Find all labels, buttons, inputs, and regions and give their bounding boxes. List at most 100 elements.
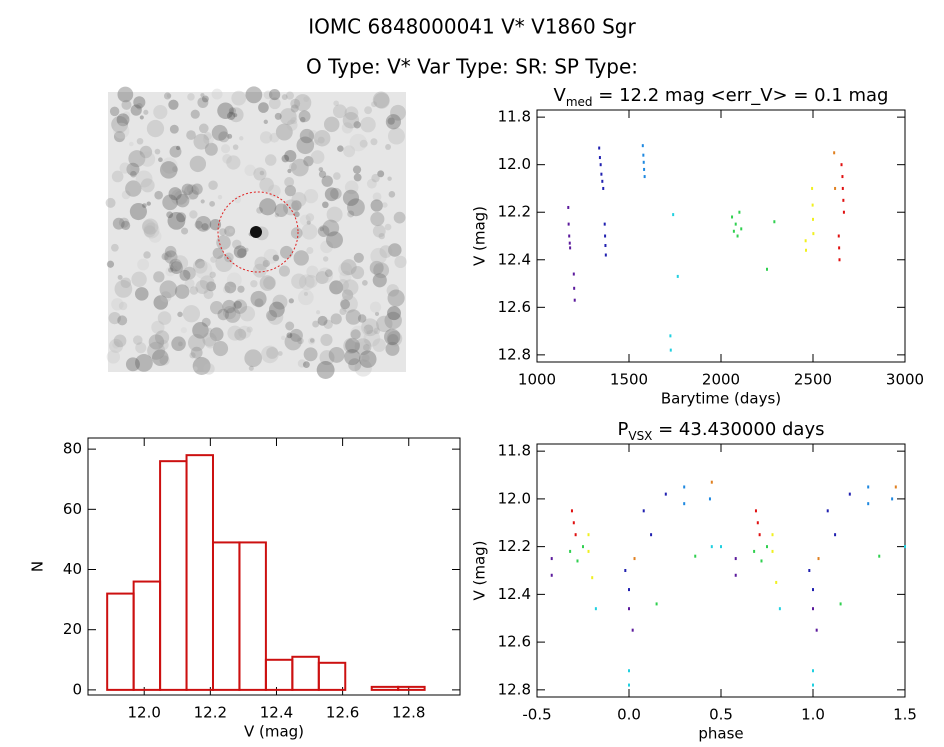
image-blob <box>353 121 361 129</box>
image-blob <box>272 254 280 262</box>
image-blob <box>387 333 399 345</box>
image-blob <box>117 86 134 103</box>
image-blob <box>352 165 362 174</box>
y-tick-label: 11.8 <box>498 108 531 126</box>
image-blob <box>353 173 362 182</box>
image-blob <box>108 311 121 325</box>
title-part: = 12.2 mag <err_V> = 0.1 mag <box>593 85 889 106</box>
image-blob <box>316 361 335 379</box>
image-blob <box>143 109 149 115</box>
data-point <box>642 509 645 513</box>
image-blob <box>233 300 242 309</box>
image-blob <box>111 116 129 133</box>
image-blob <box>232 144 239 150</box>
image-blob <box>278 265 290 277</box>
image-blob <box>184 278 195 289</box>
data-point <box>628 669 630 673</box>
image-blob <box>111 170 124 183</box>
data-point <box>598 146 601 150</box>
image-blob <box>133 335 143 345</box>
image-blob <box>366 178 377 189</box>
image-blob <box>170 188 188 206</box>
image-blob <box>370 138 378 146</box>
image-blob <box>298 110 311 123</box>
image-blob <box>266 310 278 322</box>
y-tick-label: 12.4 <box>498 585 531 603</box>
image-blob <box>279 108 297 126</box>
image-blob <box>139 115 144 120</box>
y-tick-label: 80 <box>63 440 82 458</box>
image-blob <box>344 106 359 121</box>
image-blob <box>262 259 270 268</box>
image-blob <box>186 184 197 195</box>
image-blob <box>126 162 140 176</box>
image-blob <box>349 133 368 152</box>
image-blob <box>228 107 237 115</box>
image-blob <box>370 199 383 212</box>
image-blob <box>187 93 195 101</box>
data-point <box>567 205 570 209</box>
y-tick-label: 11.8 <box>498 442 531 460</box>
image-blob <box>308 337 316 345</box>
image-blob <box>312 139 319 146</box>
image-blob <box>321 175 333 187</box>
data-point <box>838 246 841 250</box>
image-blob <box>203 363 215 375</box>
image-blob <box>176 212 187 223</box>
image-blob <box>332 104 347 119</box>
title-part: VSX <box>628 429 652 443</box>
image-blob <box>232 239 242 250</box>
x-tick-label: 1500 <box>610 371 648 389</box>
image-blob <box>252 263 267 278</box>
image-blob <box>189 155 207 173</box>
image-blob <box>111 298 124 311</box>
image-blob <box>306 265 319 278</box>
image-blob <box>343 337 360 354</box>
image-blob <box>215 254 233 273</box>
y-tick-label: 12.8 <box>498 345 531 363</box>
image-blob <box>275 123 293 141</box>
data-point <box>643 167 646 171</box>
image-blob <box>363 329 381 347</box>
data-point <box>731 215 734 219</box>
data-point <box>602 186 605 190</box>
image-blob <box>259 170 265 176</box>
image-blob <box>350 329 361 340</box>
image-blob <box>296 136 315 155</box>
image-blob <box>211 124 228 141</box>
image-blob <box>320 333 333 346</box>
image-blob <box>351 265 365 280</box>
image-blob <box>266 346 279 359</box>
image-blob <box>371 173 380 183</box>
image-blob <box>259 275 276 291</box>
image-blob <box>226 155 241 170</box>
image-blob <box>239 136 244 141</box>
image-blob <box>387 176 392 181</box>
image-blob <box>159 355 170 366</box>
image-blob <box>263 276 277 290</box>
image-blob <box>210 301 224 315</box>
image-blob <box>117 315 128 326</box>
image-blob <box>203 133 214 145</box>
data-point <box>740 227 743 231</box>
data-point <box>778 607 781 611</box>
image-blob <box>199 275 215 290</box>
image-blob <box>210 256 217 263</box>
data-point <box>815 628 818 632</box>
image-blob <box>174 190 189 205</box>
data-point <box>738 210 741 214</box>
image-blob <box>175 145 181 151</box>
image-blob <box>195 280 210 295</box>
image-blob <box>116 113 130 127</box>
image-blob <box>344 180 359 195</box>
image-blob <box>322 201 329 209</box>
image-blob <box>121 190 131 200</box>
image-blob <box>340 299 351 310</box>
image-blob <box>268 97 281 110</box>
data-point <box>834 533 837 537</box>
image-blob <box>189 352 196 359</box>
image-blob <box>263 90 273 100</box>
image-blob <box>317 315 328 326</box>
image-blob <box>387 117 395 125</box>
data-point <box>628 683 630 687</box>
